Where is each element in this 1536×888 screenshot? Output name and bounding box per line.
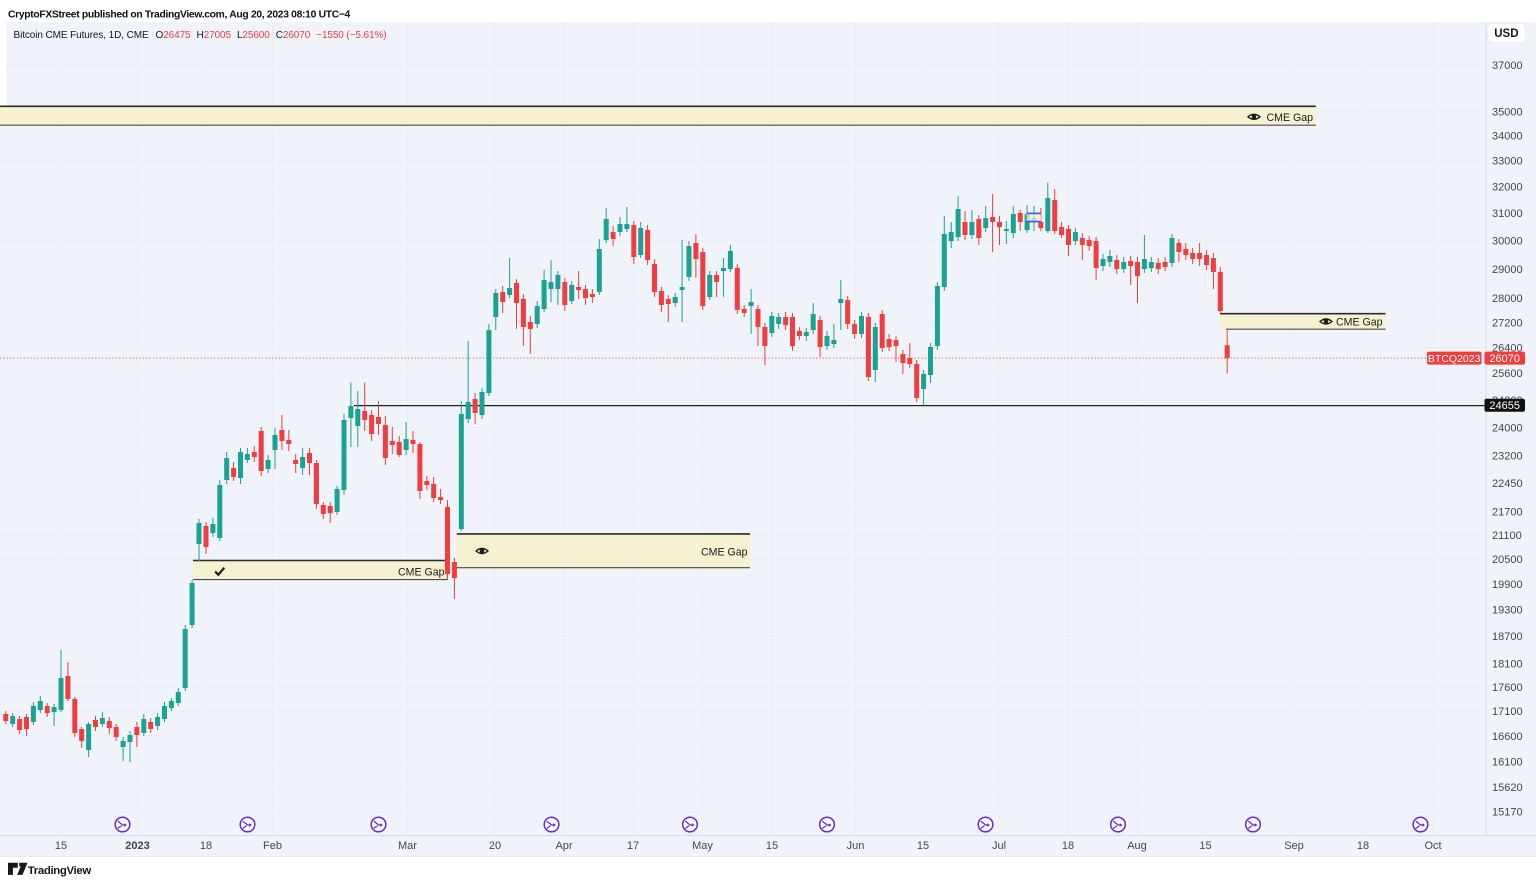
svg-text:17100: 17100 — [1492, 706, 1523, 718]
svg-text:27200: 27200 — [1492, 318, 1523, 330]
svg-text:Oct: Oct — [1424, 840, 1441, 852]
svg-text:18: 18 — [1357, 840, 1369, 852]
svg-text:Feb: Feb — [263, 840, 282, 852]
svg-text:21700: 21700 — [1492, 507, 1523, 519]
svg-text:19900: 19900 — [1492, 579, 1523, 591]
svg-text:16600: 16600 — [1492, 731, 1523, 743]
svg-text:18100: 18100 — [1492, 659, 1523, 671]
svg-text:18700: 18700 — [1492, 631, 1523, 643]
svg-text:CME Gap: CME Gap — [1336, 316, 1383, 328]
svg-text:24655: 24655 — [1489, 400, 1520, 412]
svg-text:16100: 16100 — [1492, 757, 1523, 769]
svg-text:Apr: Apr — [555, 840, 572, 852]
svg-text:2023: 2023 — [125, 840, 149, 852]
svg-text:May: May — [692, 840, 713, 852]
svg-text:31000: 31000 — [1492, 208, 1523, 220]
svg-text:17: 17 — [627, 840, 639, 852]
svg-text:22450: 22450 — [1492, 478, 1523, 490]
svg-text:15620: 15620 — [1492, 782, 1523, 794]
svg-text:USD: USD — [1494, 28, 1518, 40]
svg-text:Aug: Aug — [1127, 840, 1147, 852]
svg-text:20: 20 — [489, 840, 501, 852]
svg-text:CME Gap: CME Gap — [1266, 112, 1313, 124]
svg-text:21100: 21100 — [1492, 530, 1522, 542]
svg-text:37000: 37000 — [1492, 60, 1523, 72]
svg-text:15170: 15170 — [1492, 806, 1523, 818]
svg-text:CME Gap: CME Gap — [398, 566, 445, 578]
svg-text:29000: 29000 — [1492, 264, 1523, 276]
svg-text:35000: 35000 — [1492, 106, 1523, 118]
svg-text:24000: 24000 — [1492, 422, 1523, 434]
svg-text:Mar: Mar — [398, 840, 417, 852]
svg-text:BTCQ2023: BTCQ2023 — [1428, 353, 1481, 365]
svg-text:17600: 17600 — [1492, 682, 1523, 694]
svg-text:Sep: Sep — [1284, 840, 1304, 852]
svg-text:26070: 26070 — [1489, 353, 1520, 365]
svg-text:CryptoFXStreet published on Tr: CryptoFXStreet published on TradingView.… — [8, 9, 351, 20]
svg-text:26400: 26400 — [1492, 343, 1523, 355]
svg-text:18: 18 — [1062, 840, 1074, 852]
svg-text:34000: 34000 — [1492, 131, 1523, 143]
svg-text:18: 18 — [200, 840, 212, 852]
svg-text:15: 15 — [917, 840, 929, 852]
svg-text:TradingView: TradingView — [28, 865, 92, 877]
svg-text:30000: 30000 — [1492, 235, 1523, 247]
svg-text:15: 15 — [1199, 840, 1211, 852]
svg-text:CME Gap: CME Gap — [701, 546, 748, 558]
svg-text:25600: 25600 — [1492, 368, 1523, 380]
svg-text:33000: 33000 — [1492, 156, 1523, 168]
svg-text:Jun: Jun — [847, 840, 865, 852]
svg-text:28000: 28000 — [1492, 293, 1523, 305]
svg-text:32000: 32000 — [1492, 181, 1523, 193]
svg-text:Jul: Jul — [992, 840, 1006, 852]
svg-text:19300: 19300 — [1492, 605, 1523, 617]
svg-text:15: 15 — [55, 840, 67, 852]
svg-text:23200: 23200 — [1492, 451, 1523, 463]
svg-text:15: 15 — [766, 840, 778, 852]
svg-text:20500: 20500 — [1492, 554, 1523, 566]
